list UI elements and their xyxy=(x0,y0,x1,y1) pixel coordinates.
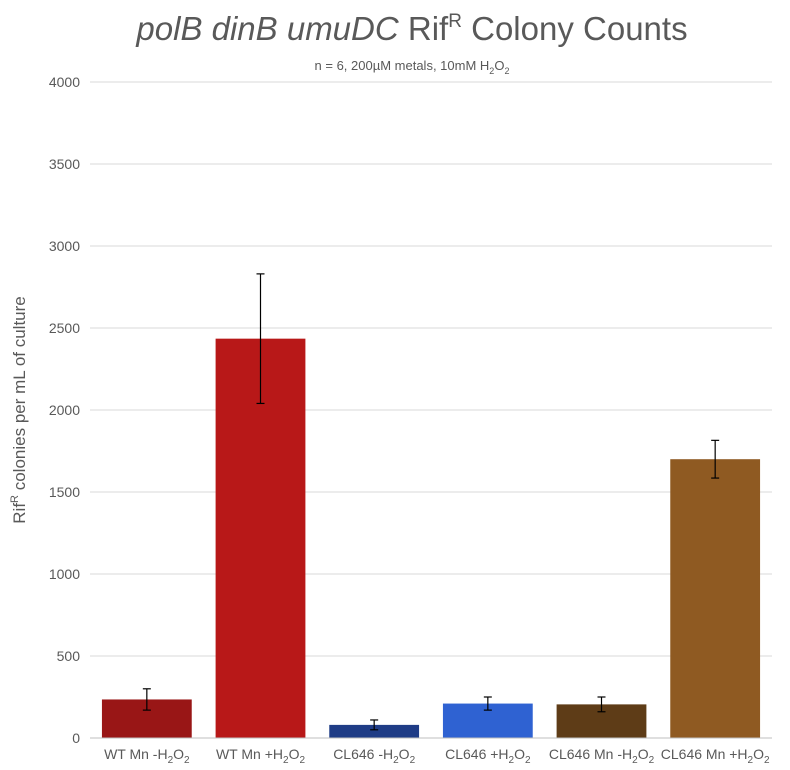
y-axis-label-pre: Rif xyxy=(10,503,29,524)
y-tick-label: 4000 xyxy=(49,74,80,90)
x-tick-label-part: CL646 Mn -H xyxy=(549,746,632,762)
x-tick-label: CL646 Mn +H2O2 xyxy=(661,746,770,766)
gridlines xyxy=(90,81,772,657)
x-tick-label-part: O xyxy=(514,746,525,762)
x-tick-label: CL646 +H2O2 xyxy=(445,746,531,766)
x-tick-label-part: O xyxy=(753,746,764,762)
subtitle-main: n = 6, 200µM metals, 10mM H xyxy=(315,58,490,73)
x-tick-labels: WT Mn -H2O2 WT Mn +H2O2 CL646 -H2O2 CL646 +… xyxy=(104,746,770,766)
chart-title-rif-sup: R xyxy=(448,11,462,32)
x-tick-label-part: 2 xyxy=(283,755,289,766)
error-bar xyxy=(256,273,265,405)
x-tick-label-part: O xyxy=(638,746,649,762)
bar xyxy=(670,459,761,738)
x-tick-label: WT Mn -H2O2 xyxy=(104,746,190,766)
error-bar xyxy=(370,719,379,731)
x-tick-label-part: 2 xyxy=(649,755,655,766)
x-tick-label-part: WT Mn +H xyxy=(216,746,283,762)
x-tick-label: WT Mn +H2O2 xyxy=(216,746,305,766)
x-tick-label-part: O xyxy=(399,746,410,762)
y-axis-label-sup: R xyxy=(9,495,21,503)
chart-title-italic: polB dinB umuDC xyxy=(135,10,399,47)
x-tick-label-part: 2 xyxy=(393,755,399,766)
y-tick-label: 3500 xyxy=(49,156,80,172)
x-tick-label-part: CL646 Mn +H xyxy=(661,746,748,762)
x-tick-label-part: O xyxy=(289,746,300,762)
x-tick-label-part: WT Mn -H xyxy=(104,746,168,762)
x-tick-label-part: 2 xyxy=(632,755,638,766)
x-tick-label: CL646 Mn -H2O2 xyxy=(549,746,655,766)
y-tick-labels: 0 500 1000 1500 2000 2500 3000 3500 4000 xyxy=(49,74,80,746)
subtitle-sub1: 2 xyxy=(489,66,494,76)
bar xyxy=(215,338,306,738)
y-axis-label-post: colonies per mL of culture xyxy=(10,296,29,495)
y-tick-label: 0 xyxy=(72,730,80,746)
x-tick-label-part: 2 xyxy=(748,755,754,766)
x-tick-label: CL646 -H2O2 xyxy=(333,746,415,766)
x-tick-label-part: 2 xyxy=(525,755,531,766)
bar xyxy=(329,724,420,738)
bars xyxy=(101,338,761,738)
y-axis-label: RifR colonies per mL of culture xyxy=(9,296,29,523)
subtitle-o: O xyxy=(494,58,504,73)
chart-title: polB dinB umuDC RifR Colony Counts xyxy=(135,10,687,47)
chart-title-rest: Colony Counts xyxy=(471,10,687,47)
y-tick-label: 2500 xyxy=(49,320,80,336)
y-tick-label: 3000 xyxy=(49,238,80,254)
error-bar xyxy=(142,688,151,711)
y-tick-label: 1000 xyxy=(49,566,80,582)
x-tick-label-part: CL646 +H xyxy=(445,746,508,762)
y-tick-label: 500 xyxy=(57,648,81,664)
x-tick-label-part: 2 xyxy=(168,755,174,766)
error-bars xyxy=(142,273,720,731)
error-bar xyxy=(597,696,606,713)
y-tick-label: 1500 xyxy=(49,484,80,500)
x-tick-label-part: 2 xyxy=(184,755,190,766)
subtitle-sub2: 2 xyxy=(504,66,509,76)
x-tick-label-part: 2 xyxy=(299,755,305,766)
x-tick-label-part: CL646 -H xyxy=(333,746,393,762)
x-tick-label-part: O xyxy=(173,746,184,762)
y-tick-label: 2000 xyxy=(49,402,80,418)
x-tick-label-part: 2 xyxy=(509,755,515,766)
x-tick-label-part: 2 xyxy=(764,755,770,766)
error-bar xyxy=(483,696,492,711)
chart-title-rif: Rif xyxy=(408,10,449,47)
error-bar xyxy=(711,439,720,479)
x-tick-label-part: 2 xyxy=(410,755,416,766)
chart-subtitle: n = 6, 200µM metals, 10mM H2O2 xyxy=(315,58,510,76)
